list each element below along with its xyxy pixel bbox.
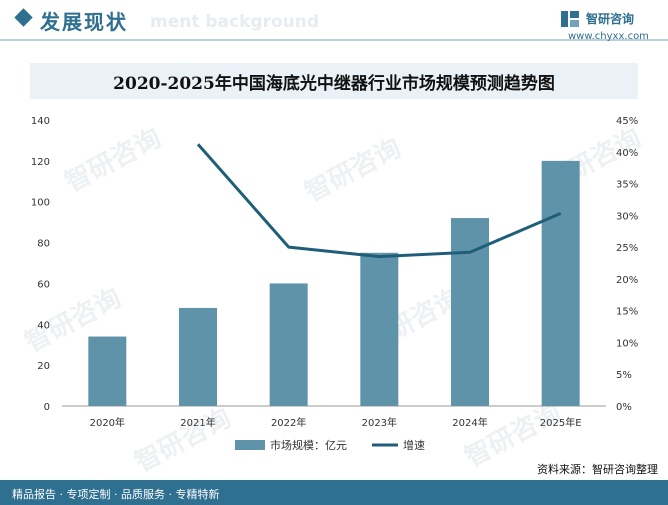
section-ghost-text: ment background xyxy=(150,12,320,32)
y-left-tick-label: 120 xyxy=(31,157,50,168)
bar xyxy=(360,252,399,406)
y-left-tick-label: 100 xyxy=(31,198,50,209)
header-divider xyxy=(0,39,668,41)
brand-url: www.chyxx.com xyxy=(568,31,649,42)
y-right-tick-label: 10% xyxy=(616,338,638,349)
legend-swatch-bar xyxy=(235,440,265,450)
source-note: 资料来源：智研咨询整理 xyxy=(537,463,658,476)
line-series xyxy=(196,143,562,259)
y-right-tick-label: 45% xyxy=(616,116,638,127)
bar xyxy=(269,283,308,406)
y-right-tick-label: 5% xyxy=(616,370,632,381)
x-tick-label: 2022年 xyxy=(271,416,306,429)
y-left-tick-label: 140 xyxy=(31,116,50,127)
footer-bar: 精品报告 · 专项定制 · 品质服务 · 专精特新 xyxy=(0,480,668,505)
y-right-tick-label: 15% xyxy=(616,307,638,318)
bar xyxy=(88,336,127,406)
bar xyxy=(451,218,489,406)
section-header: 发展现状 ment background 智研咨询 www.chyxx.com xyxy=(0,0,668,52)
y-right-tick-label: 30% xyxy=(616,211,638,222)
y-right-tick-label: 25% xyxy=(616,243,638,254)
y-right-tick-label: 0% xyxy=(616,402,632,413)
section-title: 发展现状 xyxy=(40,10,128,34)
legend-label-line: 增速 xyxy=(403,438,425,452)
x-tick-label: 2025年E xyxy=(540,416,582,429)
bar xyxy=(179,307,217,406)
y-left-tick-label: 60 xyxy=(37,279,50,290)
bar xyxy=(541,160,580,406)
legend-label-bar: 市场规模：亿元 xyxy=(270,438,347,452)
x-tick-label: 2023年 xyxy=(362,416,397,429)
x-tick-label: 2021年 xyxy=(180,416,215,429)
y-right-tick-label: 35% xyxy=(616,180,638,191)
y-left-tick-label: 20 xyxy=(37,361,50,372)
brand-logo-block: 智研咨询 www.chyxx.com xyxy=(560,9,660,45)
y-right-tick-label: 20% xyxy=(616,275,638,286)
footer-text: 精品报告 · 专项定制 · 品质服务 · 专精特新 xyxy=(12,488,220,501)
chart-area: 0 20 40 60 80 100 120 140 0% 5% 10% 15% 20% 25% 30% 35%… xyxy=(31,116,638,452)
diamond-icon xyxy=(14,8,33,27)
y-left-tick-label: 0 xyxy=(44,402,50,413)
y-left-tick-label: 80 xyxy=(37,239,50,250)
brand-logo-icon xyxy=(561,11,579,27)
y-right-tick-label: 40% xyxy=(616,148,638,159)
x-tick-label: 2020年 xyxy=(90,416,125,429)
brand-name: 智研咨询 xyxy=(586,12,635,26)
chart-title: 2020-2025年中国海底光中继器行业市场规模预测趋势图 xyxy=(113,73,555,94)
chart-title-bar: 2020-2025年中国海底光中继器行业市场规模预测趋势图 xyxy=(30,63,638,99)
y-left-tick-label: 40 xyxy=(37,320,50,331)
x-tick-label: 2024年 xyxy=(452,416,487,429)
